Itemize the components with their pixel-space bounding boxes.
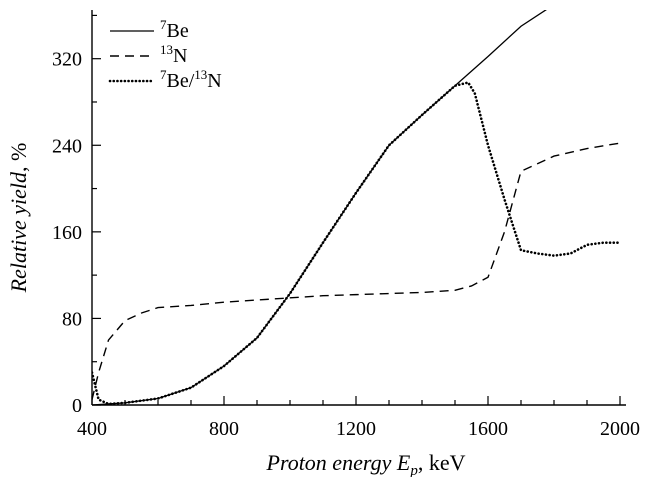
- series-line-3: [92, 81, 622, 405]
- x-tick-label: 1200: [336, 418, 376, 440]
- x-tick-label: 400: [77, 418, 107, 440]
- y-tick-label: 0: [72, 395, 82, 417]
- series-lines: [92, 10, 622, 405]
- legend-label-3: 7Be/13N: [160, 67, 222, 92]
- x-axis-label: Proton energy Ep, keV: [266, 450, 466, 477]
- y-tick-label: 160: [52, 222, 82, 244]
- x-tick-label: 1600: [468, 418, 508, 440]
- ticks: 400 800 1200 1600 2000 0 80 160 240 320: [52, 14, 640, 440]
- y-tick-label: 320: [52, 49, 82, 71]
- legend-label-2: 13N: [160, 42, 187, 67]
- legend-label-1: 7Be: [160, 17, 189, 42]
- y-axis-label: Relative yield, %: [6, 143, 31, 294]
- series-line-2: [92, 142, 621, 400]
- series-line-1: [92, 10, 547, 405]
- y-tick-label: 80: [62, 308, 82, 330]
- x-tick-label: 800: [209, 418, 239, 440]
- y-tick-label: 240: [52, 135, 82, 157]
- axes: [91, 10, 626, 406]
- x-tick-label: 2000: [600, 418, 640, 440]
